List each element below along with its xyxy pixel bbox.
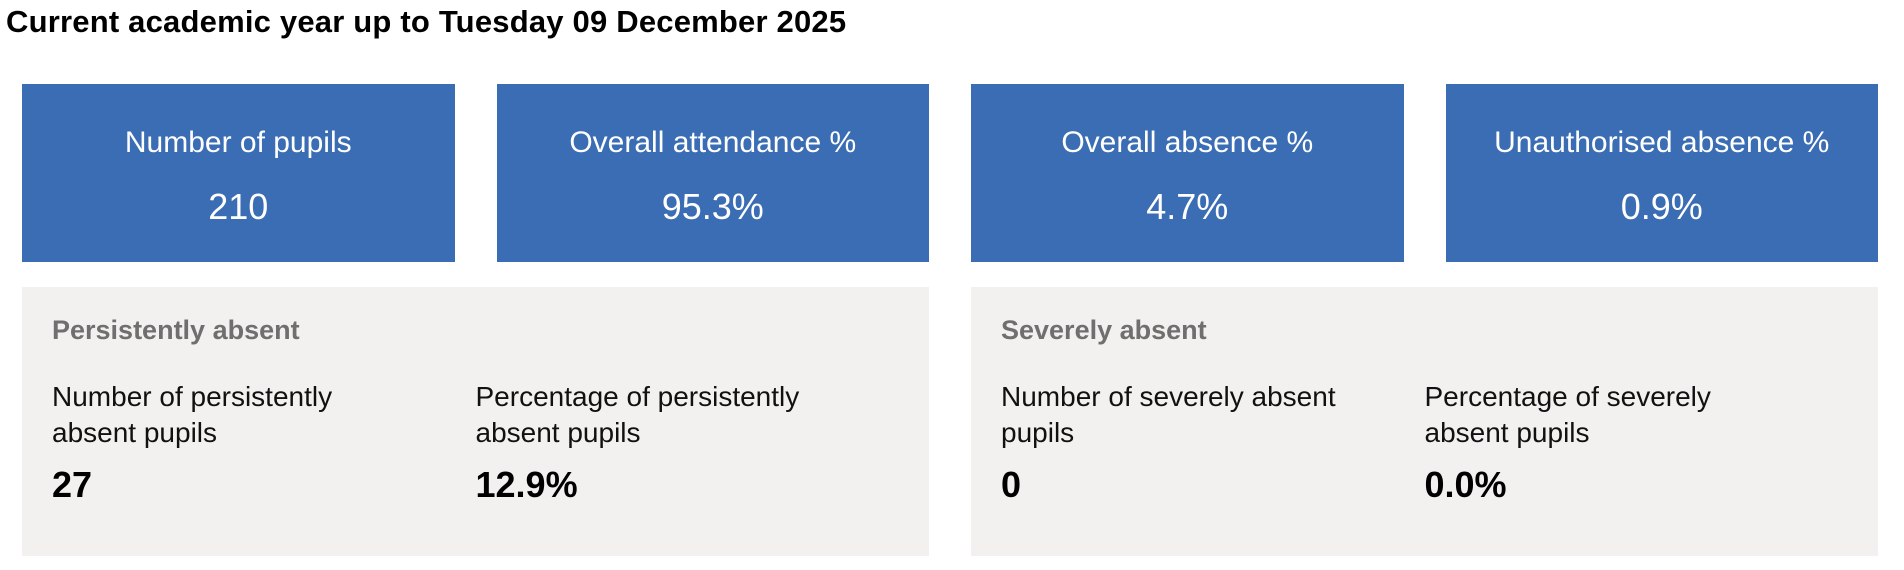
stat-card-overall-absence: Overall absence % 4.7% bbox=[971, 84, 1404, 262]
absence-panels-row: Persistently absent Number of persistent… bbox=[22, 287, 1878, 556]
metric-value: 0.0% bbox=[1424, 464, 1507, 505]
metric-percentage-persistently-absent: Percentage of persistently absent pupils… bbox=[476, 379, 900, 507]
panel-severely-absent: Severely absent Number of severely absen… bbox=[971, 287, 1878, 556]
stat-card-label: Unauthorised absence % bbox=[1494, 125, 1830, 159]
metric-value: 12.9% bbox=[475, 464, 578, 505]
metric-label: Percentage of severely absent pupils bbox=[1424, 381, 1711, 448]
stat-card-unauthorised-absence: Unauthorised absence % 0.9% bbox=[1445, 84, 1878, 262]
metric-label: Percentage of persistently absent pupils bbox=[475, 381, 800, 448]
stat-card-label: Overall attendance % bbox=[569, 125, 857, 159]
panel-heading: Persistently absent bbox=[52, 315, 300, 345]
page-title: Current academic year up to Tuesday 09 D… bbox=[6, 4, 847, 39]
panel-metrics: Number of persistently absent pupils 27 … bbox=[52, 379, 899, 507]
panel-heading: Severely absent bbox=[1001, 315, 1207, 345]
metric-number-persistently-absent: Number of persistently absent pupils 27 bbox=[52, 379, 476, 507]
summary-cards-row: Number of pupils 210 Overall attendance … bbox=[22, 84, 1878, 262]
metric-label: Number of severely absent pupils bbox=[1001, 381, 1336, 448]
metric-label: Number of persistently absent pupils bbox=[52, 381, 333, 448]
panel-metrics: Number of severely absent pupils 0 Perce… bbox=[1001, 379, 1848, 507]
metric-number-severely-absent: Number of severely absent pupils 0 bbox=[1001, 379, 1425, 507]
stat-card-overall-attendance: Overall attendance % 95.3% bbox=[496, 84, 929, 262]
panel-persistently-absent: Persistently absent Number of persistent… bbox=[22, 287, 929, 556]
stat-card-number-of-pupils: Number of pupils 210 bbox=[22, 84, 455, 262]
stat-card-value: 210 bbox=[208, 185, 269, 227]
stat-card-label: Number of pupils bbox=[124, 125, 352, 159]
metric-value: 27 bbox=[52, 464, 93, 505]
metric-percentage-severely-absent: Percentage of severely absent pupils 0.0… bbox=[1425, 379, 1849, 507]
stat-card-value: 0.9% bbox=[1620, 185, 1703, 227]
stat-card-value: 95.3% bbox=[661, 185, 764, 227]
stat-card-value: 4.7% bbox=[1146, 185, 1229, 227]
stat-card-label: Overall absence % bbox=[1061, 125, 1314, 159]
metric-value: 0 bbox=[1001, 464, 1022, 505]
